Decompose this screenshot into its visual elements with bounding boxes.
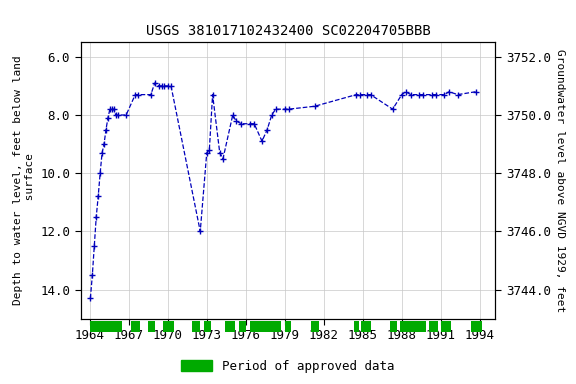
Bar bbox=[249, 321, 281, 331]
Bar bbox=[239, 321, 246, 331]
Bar bbox=[400, 321, 426, 331]
Title: USGS 381017102432400 SC02204705BBB: USGS 381017102432400 SC02204705BBB bbox=[146, 24, 430, 38]
Bar bbox=[131, 321, 141, 331]
Bar bbox=[204, 321, 211, 331]
Bar bbox=[148, 321, 155, 331]
Bar bbox=[441, 321, 451, 331]
Bar bbox=[192, 321, 200, 331]
Bar bbox=[310, 321, 319, 331]
Bar bbox=[162, 321, 175, 331]
Bar bbox=[429, 321, 438, 331]
Bar bbox=[362, 321, 370, 331]
Legend: Period of approved data: Period of approved data bbox=[176, 355, 400, 378]
Bar bbox=[285, 321, 291, 331]
Bar bbox=[90, 321, 122, 331]
Bar bbox=[390, 321, 396, 331]
Y-axis label: Groundwater level above NGVD 1929, feet: Groundwater level above NGVD 1929, feet bbox=[555, 49, 564, 312]
Bar bbox=[471, 321, 482, 331]
Bar bbox=[225, 321, 236, 331]
Y-axis label: Depth to water level, feet below land
 surface: Depth to water level, feet below land su… bbox=[13, 56, 35, 305]
Bar bbox=[354, 321, 359, 331]
